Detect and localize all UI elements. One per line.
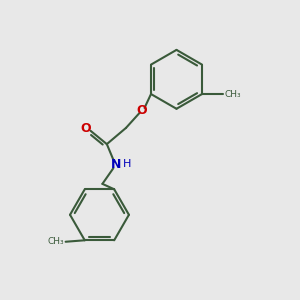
Text: N: N xyxy=(110,158,121,171)
Text: H: H xyxy=(123,159,131,169)
Text: CH₃: CH₃ xyxy=(224,90,241,99)
Text: O: O xyxy=(137,104,148,117)
Text: CH₃: CH₃ xyxy=(47,237,64,246)
Text: O: O xyxy=(80,122,91,135)
